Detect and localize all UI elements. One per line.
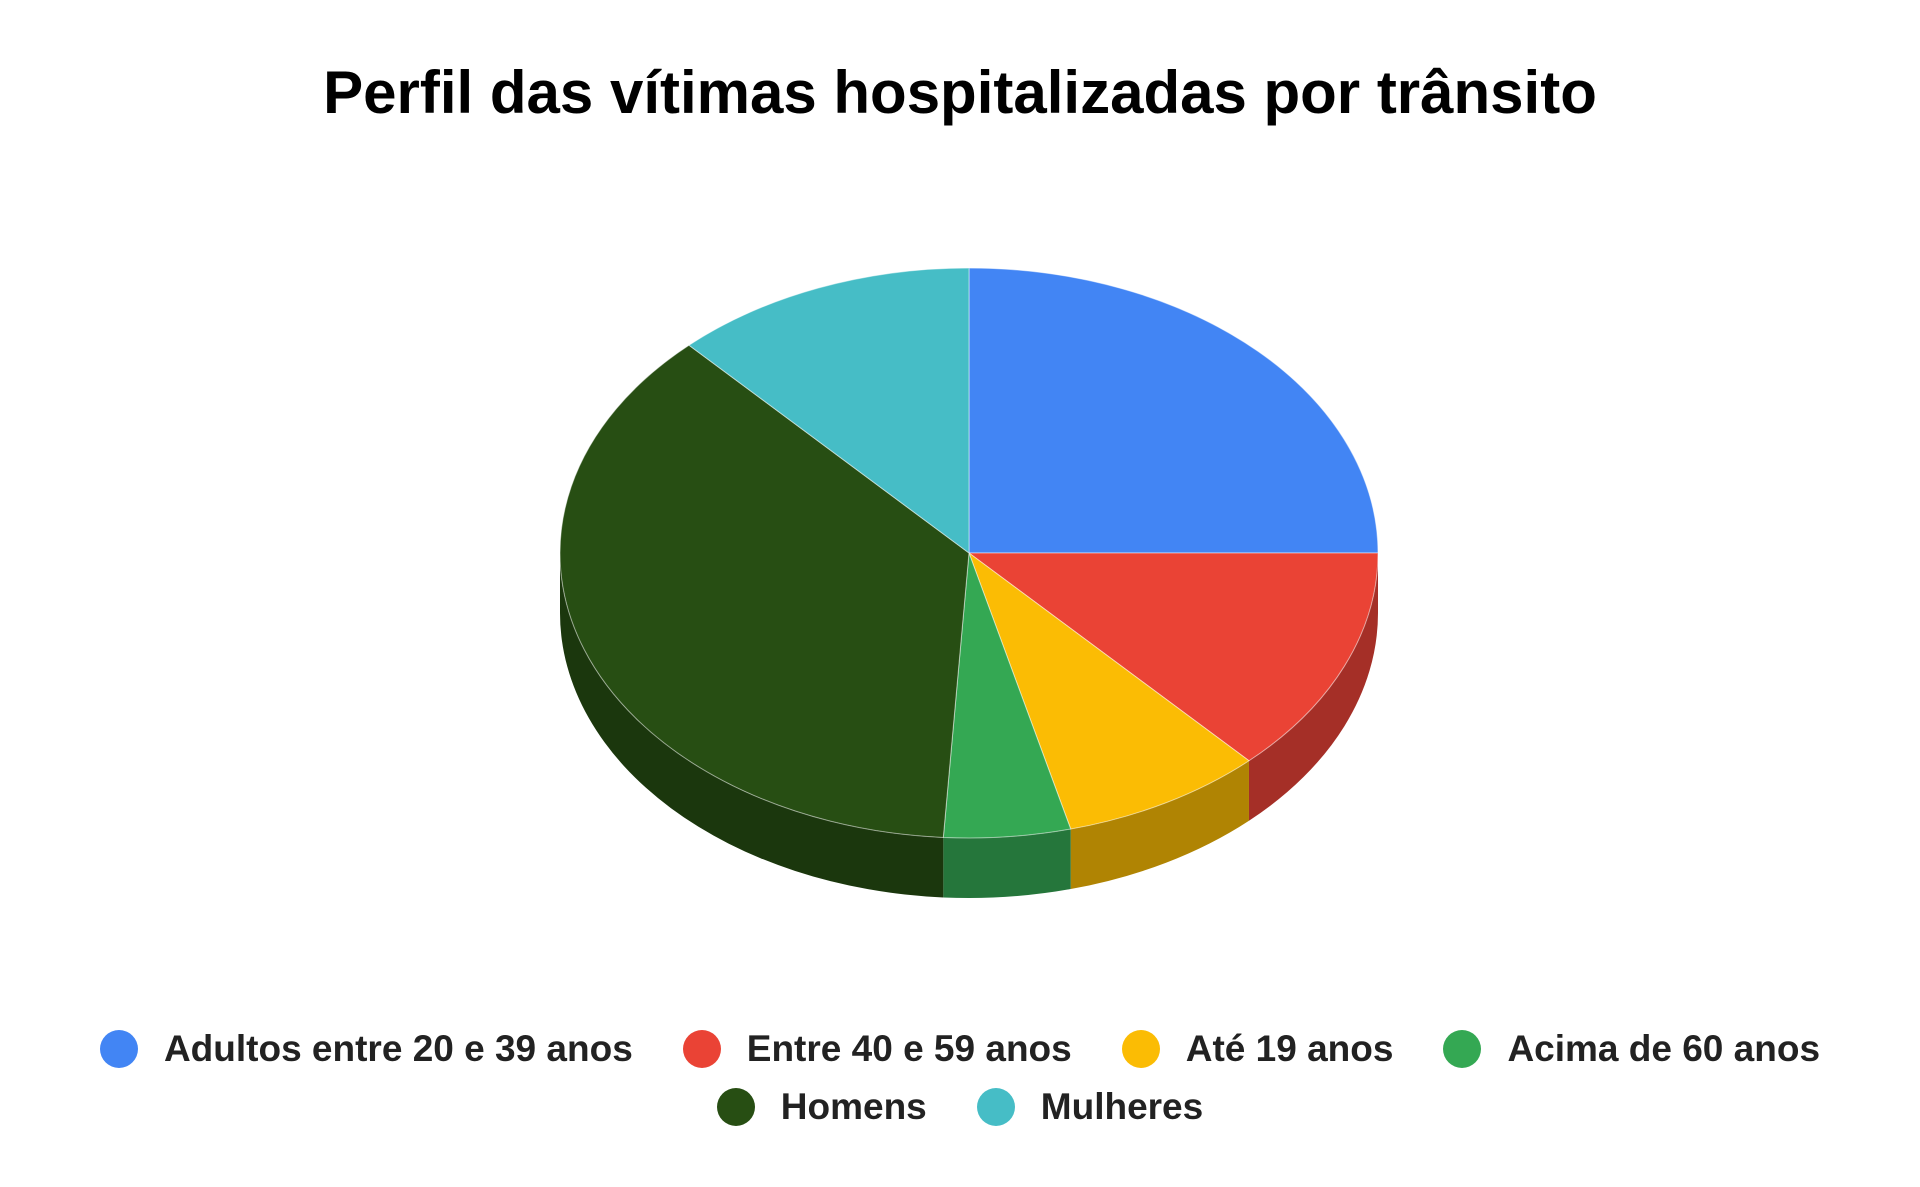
legend-item[interactable]: Entre 40 e 59 anos (682, 1028, 1072, 1070)
legend-swatch (99, 1030, 138, 1068)
pie-slice[interactable] (967, 552, 1379, 762)
legend-item[interactable]: Adultos entre 20 e 39 anos (99, 1028, 633, 1070)
legend-item[interactable]: Acima de 60 anos (1443, 1028, 1820, 1070)
legend-label: Mulheres (1040, 1086, 1204, 1127)
legend-row: Homens Mulheres (692, 1078, 1228, 1136)
legend-swatch (682, 1030, 721, 1068)
legend-label: Adultos entre 20 e 39 anos (163, 1028, 633, 1069)
pie-slice-side (1248, 553, 1379, 821)
legend-swatch (1121, 1030, 1160, 1068)
legend-label: Até 19 anos (1185, 1028, 1394, 1069)
legend-label: Acima de 60 anos (1507, 1028, 1821, 1069)
legend-item[interactable]: Até 19 anos (1121, 1028, 1394, 1070)
pie-slice-side (560, 553, 944, 898)
legend: Adultos entre 20 e 39 anos Entre 40 e 59… (0, 1020, 1920, 1136)
legend-row: Adultos entre 20 e 39 anos Entre 40 e 59… (75, 1020, 1845, 1078)
pie-slice-side (943, 829, 1071, 899)
chart-title: Perfil das vítimas hospitalizadas por tr… (323, 59, 1597, 126)
legend-label: Entre 40 e 59 anos (746, 1028, 1072, 1069)
legend-item[interactable]: Mulheres (976, 1086, 1204, 1128)
legend-label: Homens (780, 1086, 927, 1127)
pie-slice[interactable] (559, 344, 970, 838)
legend-swatch (716, 1088, 755, 1126)
legend-swatch (976, 1088, 1015, 1126)
pie-slice[interactable] (688, 267, 970, 554)
legend-swatch (1443, 1030, 1482, 1068)
pie-slice[interactable] (967, 551, 1250, 830)
legend-item[interactable]: Homens (716, 1086, 927, 1128)
pie-slice-side (1070, 760, 1249, 890)
pie-slice[interactable] (968, 267, 1379, 554)
